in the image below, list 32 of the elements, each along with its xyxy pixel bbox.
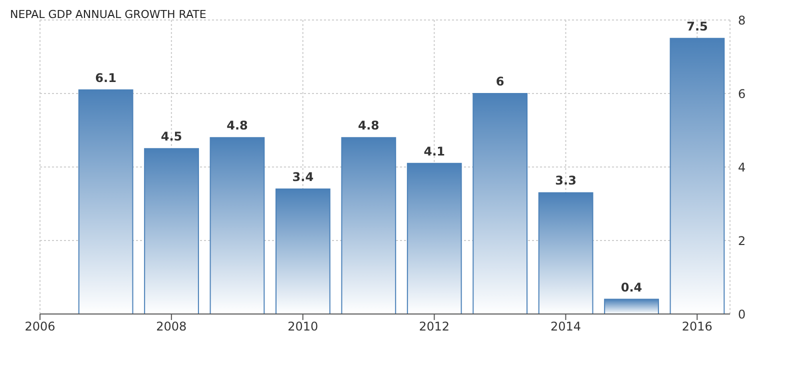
bar [78,89,134,314]
data-label: 6.1 [95,70,116,85]
bar [276,188,330,314]
y-tick-label: 6 [738,86,746,101]
bar [144,148,199,314]
data-label: 4.8 [358,118,380,133]
y-tick-label: 0 [738,307,746,322]
x-tick-label: 2016 [682,320,712,334]
bar [341,137,396,314]
x-tick-label: 2012 [419,320,450,334]
data-label: 4.5 [160,130,182,144]
bar [210,137,265,314]
data-label: 4.8 [226,118,248,133]
x-tick-label: 2014 [550,320,581,334]
data-label: 7.5 [686,19,708,34]
chart-title: NEPAL GDP ANNUAL GROWTH RATE [10,8,206,21]
data-label: 6 [496,74,504,88]
bar [406,162,462,314]
x-tick-label: 2008 [156,320,187,334]
data-label: 3.3 [555,174,576,188]
y-tick-label: 8 [738,13,746,28]
data-label: 4.1 [424,144,446,158]
bar [538,192,594,314]
bar [670,38,725,314]
bar [604,298,659,314]
y-tick-label: 2 [738,234,746,248]
data-label: 3.4 [292,170,314,184]
x-tick-label: 2006 [24,320,56,334]
x-tick-label: 2010 [288,320,318,334]
bar [472,93,528,314]
y-tick-label: 4 [738,160,746,174]
data-label: 0.4 [620,280,642,294]
